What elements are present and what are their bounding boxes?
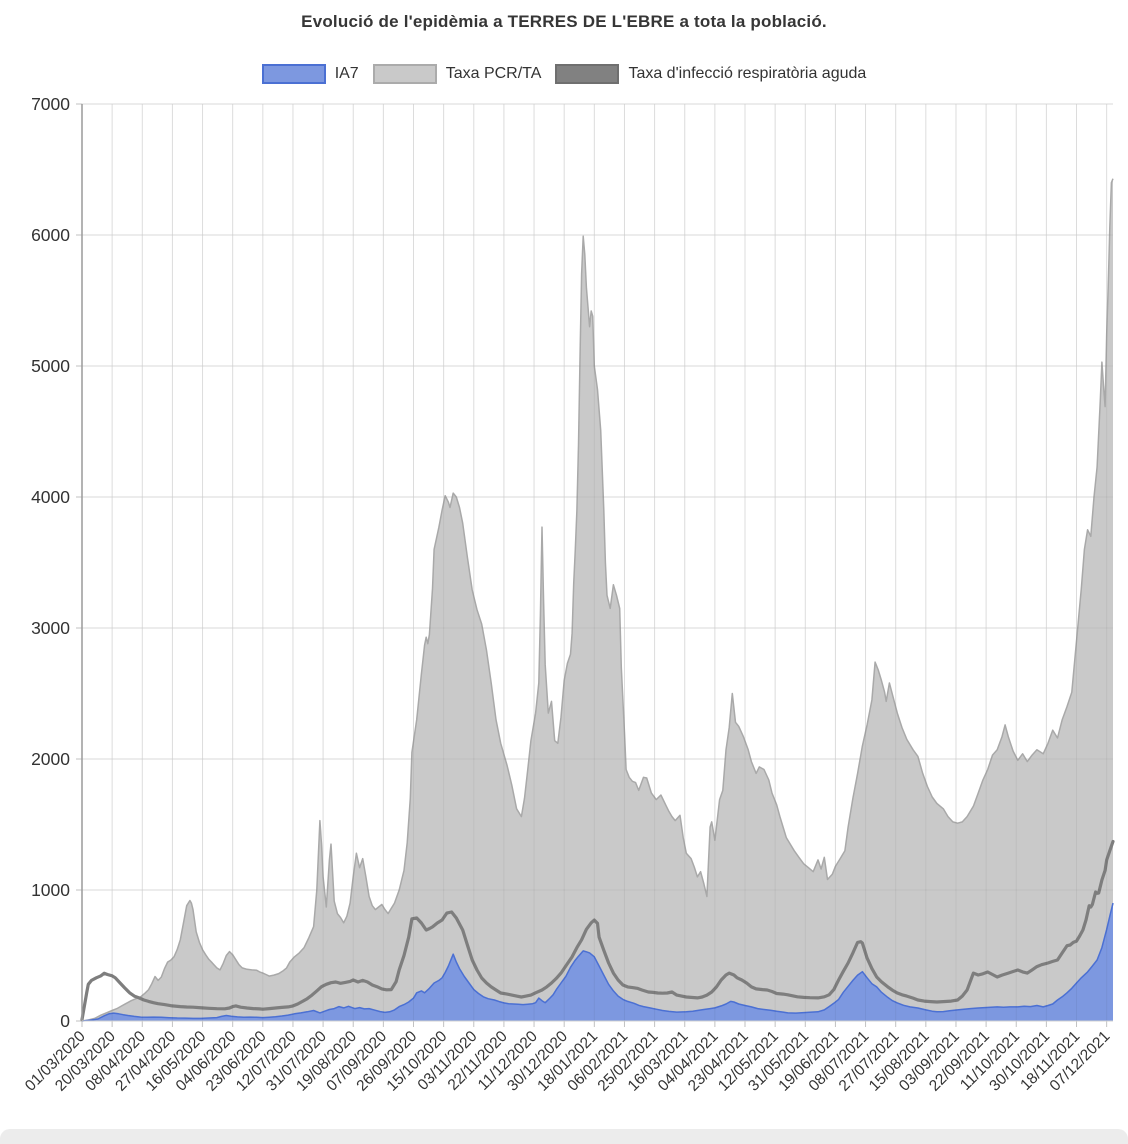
gridline-overlay (81, 103, 1113, 1022)
bottom-panel-edge (0, 1129, 1128, 1144)
legend-label-taxa-pcr-ta: Taxa PCR/TA (445, 65, 542, 82)
svg-text:1000: 1000 (31, 880, 70, 900)
chart-legend: IA7 Taxa PCR/TA Taxa d'infecció respirat… (0, 64, 1128, 84)
legend-item-taxa-infeccio-respiratoria[interactable]: Taxa d'infecció respiratòria aguda (555, 64, 866, 84)
legend-label-taxa-infeccio-respiratoria: Taxa d'infecció respiratòria aguda (628, 65, 867, 82)
svg-text:3000: 3000 (31, 618, 70, 638)
legend-item-taxa-pcr-ta[interactable]: Taxa PCR/TA (372, 64, 542, 84)
ia7-area (81, 902, 1114, 1022)
taxa-d-infecci-respirat-ria-aguda-line (80, 839, 1115, 1022)
taxa-pcr-ta-swatch (372, 64, 437, 84)
legend-item-ia7[interactable]: IA7 (261, 64, 359, 84)
svg-text:6000: 6000 (31, 225, 70, 245)
chart-title: Evolució de l'epidèmia a TERRES DE L'EBR… (301, 12, 827, 31)
svg-text:2000: 2000 (31, 749, 70, 769)
taxa-pcr-ta-area (81, 178, 1114, 1022)
y-axis-labels: 0 1000 2000 3000 4000 5000 6000 7000 (31, 94, 70, 1031)
ia7-swatch (261, 64, 326, 84)
svg-text:0: 0 (60, 1011, 70, 1031)
legend-label-ia7: IA7 (334, 65, 359, 82)
svg-text:7000: 7000 (31, 94, 70, 114)
taxa-infeccio-respiratoria-swatch (555, 64, 620, 84)
svg-text:5000: 5000 (31, 356, 70, 376)
x-axis-labels: 01/03/202020/03/202008/04/202027/04/2020… (22, 1028, 1114, 1095)
svg-text:4000: 4000 (31, 487, 70, 507)
axis-lines (81, 104, 1113, 1022)
